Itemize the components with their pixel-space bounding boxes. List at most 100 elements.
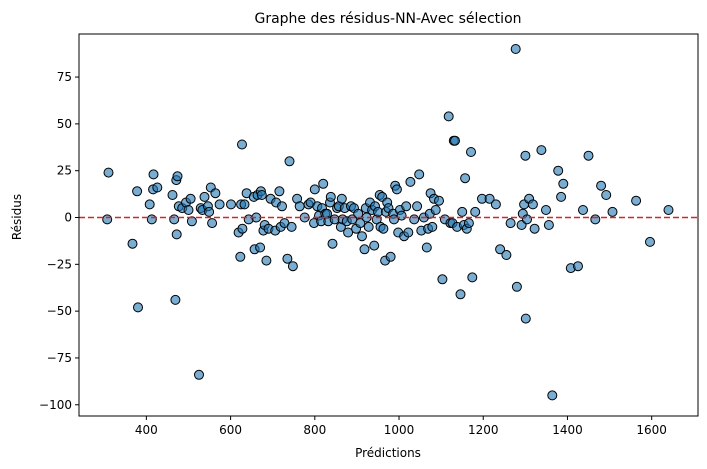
y-axis-label: Résidus — [10, 194, 24, 240]
data-point — [132, 186, 143, 197]
data-point — [385, 251, 396, 262]
data-point — [543, 220, 554, 230]
data-point — [527, 199, 538, 210]
data-point — [239, 199, 250, 210]
data-point — [210, 188, 221, 199]
data-point — [327, 238, 338, 249]
data-point — [294, 201, 305, 212]
data-point — [359, 244, 370, 255]
data-point — [355, 218, 366, 229]
x-tick-label: 1200 — [468, 423, 499, 437]
data-point — [170, 294, 181, 305]
data-point — [547, 390, 558, 401]
data-point — [450, 135, 460, 146]
data-point — [631, 195, 642, 206]
data-point — [573, 261, 583, 272]
data-point — [663, 205, 674, 215]
data-point — [403, 227, 414, 238]
data-point — [133, 302, 143, 313]
data-point — [199, 191, 210, 202]
data-point — [541, 205, 551, 215]
data-point — [405, 176, 416, 187]
data-point — [274, 186, 285, 197]
data-point — [607, 206, 618, 217]
data-point — [396, 210, 407, 221]
data-point — [171, 229, 182, 240]
data-point — [169, 214, 180, 225]
data-point — [510, 44, 521, 54]
y-tick-label: −100 — [39, 398, 72, 412]
y-tick-label: 0 — [64, 211, 72, 225]
x-axis-label: Prédictions — [355, 446, 421, 460]
x-tick-label: 1600 — [636, 423, 667, 437]
data-point — [467, 272, 478, 283]
data-point — [318, 178, 329, 189]
data-point — [401, 201, 412, 212]
data-point — [204, 206, 215, 217]
x-tick-label: 1000 — [384, 423, 415, 437]
data-point — [261, 255, 272, 266]
data-point — [353, 208, 364, 219]
data-point — [282, 253, 293, 264]
data-point — [325, 191, 336, 202]
data-point — [235, 251, 246, 262]
data-point — [558, 178, 569, 189]
x-axis: 400 600 800 1000 1200 1400 1600 — [135, 416, 667, 437]
data-point — [172, 171, 183, 182]
points-layer — [102, 44, 674, 401]
data-point — [536, 145, 547, 156]
data-point — [194, 369, 204, 380]
data-point — [378, 223, 389, 234]
data-point — [391, 184, 402, 195]
y-tick-label: −25 — [47, 257, 72, 271]
data-point — [590, 214, 601, 225]
data-point — [443, 111, 454, 122]
data-point — [309, 184, 320, 195]
data-point — [336, 193, 347, 204]
data-point — [277, 201, 287, 212]
data-point — [207, 218, 218, 229]
data-point — [495, 244, 506, 255]
data-point — [226, 199, 236, 210]
data-point — [529, 223, 540, 234]
data-point — [412, 201, 423, 212]
data-point — [455, 289, 466, 300]
x-tick-label: 1400 — [552, 423, 583, 437]
data-point — [357, 231, 367, 242]
data-point — [470, 206, 481, 217]
data-point — [287, 261, 298, 272]
data-point — [255, 242, 266, 253]
y-tick-label: 25 — [57, 164, 72, 178]
data-point — [284, 156, 295, 167]
data-point — [457, 206, 468, 217]
y-tick-label: 50 — [57, 117, 72, 131]
data-point — [583, 150, 594, 161]
data-point — [578, 205, 588, 215]
data-point — [434, 195, 444, 206]
data-point — [601, 190, 612, 200]
data-point — [460, 173, 471, 184]
data-point — [409, 214, 420, 225]
data-point — [522, 214, 532, 225]
data-point — [127, 238, 138, 249]
data-point — [152, 182, 163, 193]
data-point — [463, 218, 474, 229]
data-point — [343, 227, 354, 238]
data-point — [484, 193, 495, 204]
data-point — [490, 199, 501, 210]
data-point — [645, 236, 655, 247]
data-point — [421, 242, 432, 253]
data-point — [520, 313, 531, 324]
data-point — [430, 205, 441, 215]
data-point — [144, 199, 155, 210]
data-point — [183, 205, 194, 215]
y-axis: −100 −75 −50 −25 0 25 50 75 — [39, 70, 79, 412]
data-point — [369, 240, 380, 251]
data-point — [256, 190, 267, 200]
data-point — [286, 221, 297, 232]
plot-frame — [78, 33, 699, 417]
data-point — [466, 147, 476, 157]
data-point — [427, 221, 438, 232]
data-point — [102, 214, 113, 225]
